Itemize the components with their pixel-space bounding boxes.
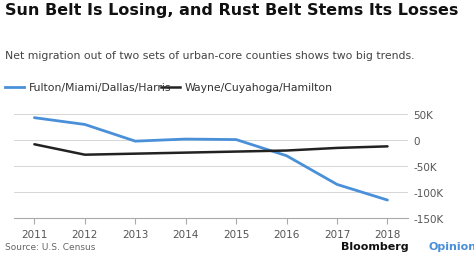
Text: Opinion: Opinion xyxy=(429,242,474,251)
Text: Wayne/Cuyahoga/Hamilton: Wayne/Cuyahoga/Hamilton xyxy=(185,83,333,93)
Text: Sun Belt Is Losing, and Rust Belt Stems Its Losses: Sun Belt Is Losing, and Rust Belt Stems … xyxy=(5,3,458,18)
Text: Fulton/Miami/Dallas/Harris: Fulton/Miami/Dallas/Harris xyxy=(28,83,171,93)
Text: Net migration out of two sets of urban-core counties shows two big trends.: Net migration out of two sets of urban-c… xyxy=(5,51,414,61)
Text: Source: U.S. Census: Source: U.S. Census xyxy=(5,243,95,251)
Text: Bloomberg: Bloomberg xyxy=(341,242,409,251)
